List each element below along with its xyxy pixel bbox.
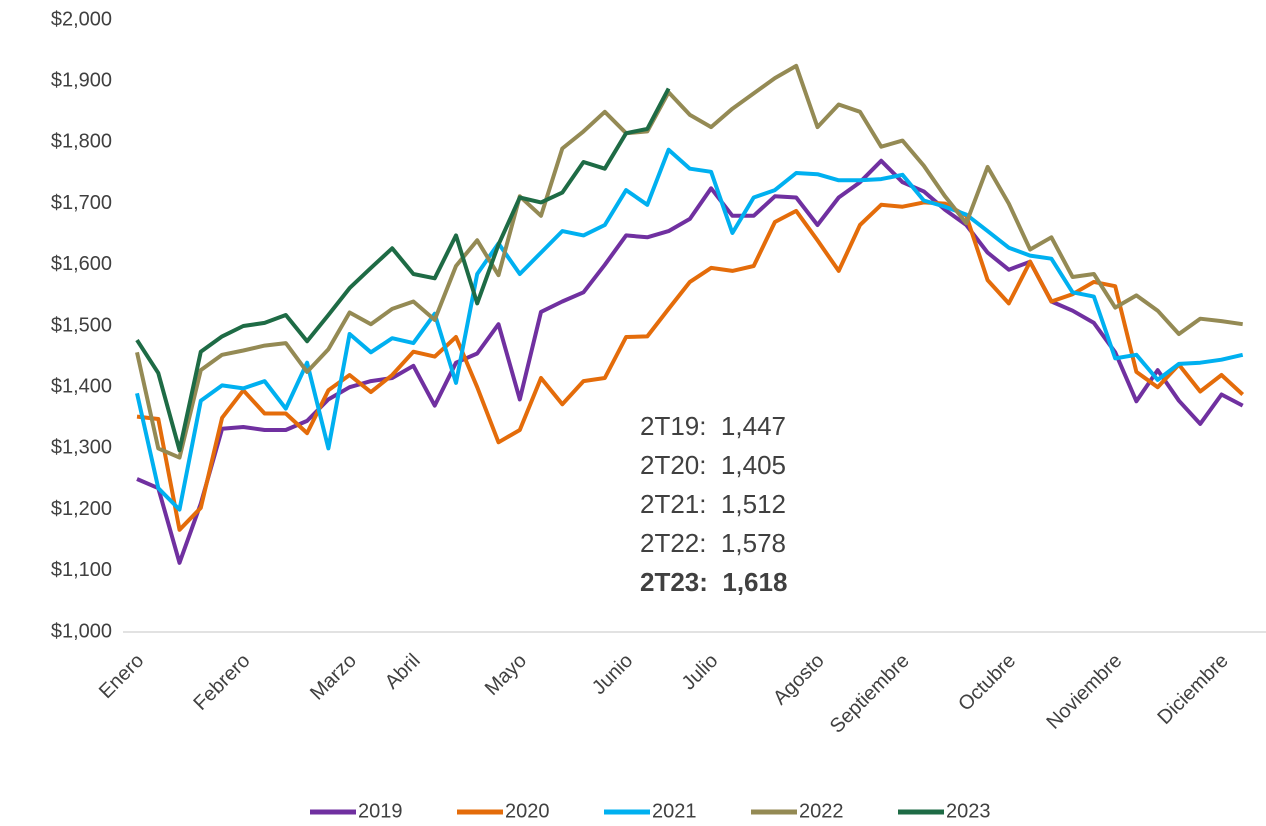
y-tick-label: $1,700 [51, 192, 112, 214]
y-tick-label: $1,400 [51, 375, 112, 397]
x-tick-label: Octubre [954, 650, 1020, 716]
y-tick-label: $1,500 [51, 314, 112, 336]
x-tick-label: Julio [678, 650, 723, 695]
y-tick-label: $1,200 [51, 498, 112, 520]
y-tick-label: $2,000 [51, 8, 112, 30]
y-tick-label: $1,300 [51, 437, 112, 459]
x-tick-label: Enero [95, 650, 148, 703]
x-tick-label: Mayo [481, 650, 531, 700]
x-tick-label: Marzo [306, 650, 361, 705]
series-line [136, 200, 1245, 532]
annotation: 2T22: 1,578 [640, 528, 786, 558]
legend-label: 2023 [946, 800, 991, 822]
legend-label: 2020 [505, 800, 550, 822]
x-tick-label: Agosto [769, 650, 829, 710]
x-tick-label: Febrero [190, 650, 255, 715]
y-tick-label: $1,600 [51, 253, 112, 275]
legend-label: 2022 [799, 800, 844, 822]
series-line [135, 147, 1244, 512]
legend-label: 2019 [358, 800, 403, 822]
y-tick-label: $1,900 [51, 69, 112, 91]
annotation: 2T21: 1,512 [640, 489, 786, 519]
x-tick-label: Junio [588, 650, 637, 699]
annotation: 2T19: 1,447 [640, 411, 786, 441]
x-tick-label: Diciembre [1154, 650, 1233, 729]
x-tick-label: Noviembre [1042, 650, 1126, 734]
x-tick-label: Abril [381, 650, 425, 694]
annotation: 2T20: 1,405 [640, 450, 786, 480]
annotation: 2T23: 1,618 [640, 567, 787, 597]
legend-label: 2021 [652, 800, 697, 822]
y-tick-label: $1,800 [51, 131, 112, 153]
x-tick-label: Septiembre [826, 650, 914, 738]
y-tick-label: $1,000 [51, 620, 112, 642]
series-line [135, 87, 671, 453]
y-tick-label: $1,100 [51, 559, 112, 581]
series-line [135, 63, 1243, 460]
